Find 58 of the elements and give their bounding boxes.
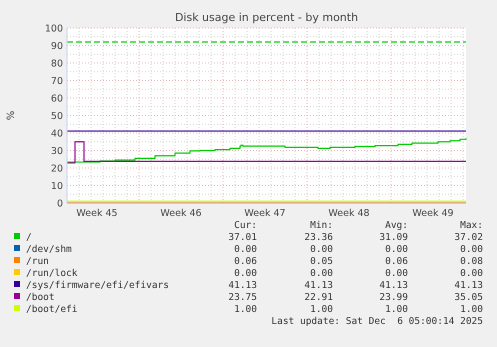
text: 0.08 <box>460 256 484 267</box>
text: 22.91 <box>304 292 334 303</box>
x-tick-label: Week 46 <box>160 208 202 219</box>
text: 37.01 <box>228 232 258 243</box>
text: 37.02 <box>454 232 483 243</box>
y-tick-label: 70 <box>50 76 63 87</box>
text: 0.06 <box>385 256 408 267</box>
y-tick-label: 30 <box>50 146 63 157</box>
legend-label: / <box>26 232 32 243</box>
text: 0.05 <box>310 256 333 267</box>
text: 23.36 <box>304 232 334 243</box>
text: 1.00 <box>310 304 334 315</box>
text: 41.13 <box>379 280 408 291</box>
text: 23.99 <box>379 292 408 303</box>
text: Cur: <box>234 220 257 231</box>
legend-label: /run/lock <box>26 268 78 279</box>
y-tick-label: 20 <box>50 164 63 174</box>
legend-label: /dev/shm <box>26 244 72 255</box>
y-tick-label: 100 <box>44 24 63 34</box>
x-tick-label: Week 49 <box>412 208 454 219</box>
y-tick-label: 90 <box>50 41 63 52</box>
text: 23.75 <box>228 292 257 303</box>
text: 0.00 <box>310 244 334 255</box>
text: Max: <box>460 220 483 231</box>
text: 0.00 <box>385 268 408 279</box>
y-tick-label: 40 <box>50 128 63 140</box>
text: 1.00 <box>234 304 258 315</box>
text: 1.00 <box>460 304 484 315</box>
chart-title: Disk usage in percent - by month <box>174 11 358 24</box>
text: Last update: Sat Dec 6 05:00:14 2025 <box>271 316 483 327</box>
legend-label: /run <box>26 256 49 267</box>
text: 0.00 <box>460 244 484 255</box>
y-tick-label: 80 <box>50 58 63 70</box>
y-tick-label: 60 <box>50 94 63 104</box>
text: Avg: <box>385 220 408 231</box>
text: 0.00 <box>234 244 258 255</box>
text: 35.05 <box>454 292 483 303</box>
text: 0.00 <box>460 268 484 279</box>
text: 41.13 <box>454 280 483 291</box>
y-axis-title: % <box>6 110 17 120</box>
text: 1.00 <box>385 304 408 315</box>
y-tick-label: 0 <box>56 198 63 210</box>
text: Min: <box>310 220 333 231</box>
text: 0.06 <box>234 256 258 267</box>
text: 0.00 <box>234 268 258 279</box>
x-tick-label: Week 48 <box>328 208 370 219</box>
legend-label: /boot/efi <box>26 304 78 315</box>
x-tick-label: Week 47 <box>244 208 286 219</box>
x-tick-label: Week 45 <box>76 208 118 219</box>
text: 41.13 <box>228 280 257 291</box>
legend-label: /sys/firmware/efi/efivars <box>26 280 169 291</box>
text: 41.13 <box>304 280 333 291</box>
y-tick-label: 10 <box>50 181 63 192</box>
legend-label: /boot <box>26 292 55 303</box>
text: 31.09 <box>379 232 408 243</box>
text: 0.00 <box>310 268 334 279</box>
text: 0.00 <box>385 244 408 255</box>
y-tick-label: 50 <box>50 111 63 122</box>
